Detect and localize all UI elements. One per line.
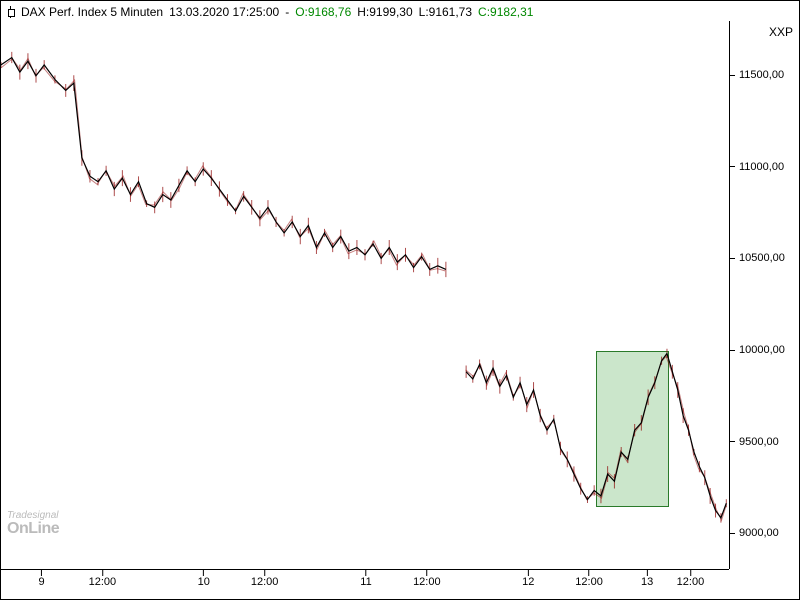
x-tick: 12:00 bbox=[251, 570, 279, 588]
low-label: L: bbox=[419, 5, 429, 19]
x-tick: 12 bbox=[522, 570, 534, 588]
open-value: 9168,76 bbox=[308, 5, 351, 19]
y-tick-label: 9000,00 bbox=[735, 527, 779, 539]
x-tick-label: 12:00 bbox=[251, 576, 279, 588]
y-tick-label: 9500,00 bbox=[735, 436, 779, 448]
y-tick: 11500,00 bbox=[729, 69, 799, 81]
open-label: O: bbox=[295, 5, 308, 19]
x-tick: 9 bbox=[38, 570, 44, 588]
x-tick-label: 13 bbox=[641, 576, 653, 588]
chart-container: DAX Perf. Index 5 Minuten 13.03.2020 17:… bbox=[0, 0, 800, 600]
low-value: 9161,73 bbox=[429, 5, 472, 19]
chart-header: DAX Perf. Index 5 Minuten 13.03.2020 17:… bbox=[7, 5, 533, 19]
x-tick: 10 bbox=[198, 570, 210, 588]
y-tick: 10500,00 bbox=[729, 252, 799, 264]
close-group: C:9182,31 bbox=[478, 5, 533, 19]
x-axis: 9 12:00 10 12:00 11 12:00 12 12:00 13 12:00 bbox=[1, 569, 729, 599]
x-tick: 12:00 bbox=[89, 570, 117, 588]
x-tick: 13 bbox=[641, 570, 653, 588]
x-tick: 12:00 bbox=[677, 570, 705, 588]
logo-brand: OnLine bbox=[7, 521, 59, 537]
x-tick-label: 10 bbox=[198, 576, 210, 588]
y-tick: 10000,00 bbox=[729, 344, 799, 356]
candlestick-icon bbox=[7, 6, 15, 18]
x-tick: 12:00 bbox=[413, 570, 441, 588]
high-value: 9199,30 bbox=[369, 5, 412, 19]
y-tick-label: 11500,00 bbox=[735, 69, 784, 81]
x-tick-label: 12:00 bbox=[677, 576, 705, 588]
y-tick: 9500,00 bbox=[729, 436, 799, 448]
plot-area[interactable]: Tradesignal OnLine bbox=[1, 21, 729, 569]
y-axis-top-label: XXP bbox=[769, 25, 793, 39]
y-tick: 11000,00 bbox=[729, 161, 799, 173]
x-tick-label: 12 bbox=[522, 576, 534, 588]
x-tick-label: 12:00 bbox=[413, 576, 441, 588]
header-dash: - bbox=[285, 5, 289, 19]
high-group: H:9199,30 bbox=[357, 5, 412, 19]
chart-datetime: 13.03.2020 17:25:00 bbox=[169, 5, 279, 19]
low-group: L:9161,73 bbox=[419, 5, 472, 19]
y-tick-label: 10000,00 bbox=[735, 344, 785, 356]
y-tick-label: 11000,00 bbox=[735, 161, 784, 173]
price-series bbox=[1, 21, 729, 569]
open-group: O:9168,76 bbox=[295, 5, 351, 19]
x-tick: 12:00 bbox=[575, 570, 603, 588]
high-label: H: bbox=[357, 5, 369, 19]
y-tick: 9000,00 bbox=[729, 527, 799, 539]
x-tick-label: 11 bbox=[360, 576, 371, 588]
x-tick-label: 12:00 bbox=[89, 576, 117, 588]
watermark-logo: Tradesignal OnLine bbox=[7, 511, 59, 537]
x-tick: 11 bbox=[360, 570, 371, 588]
y-tick-label: 10500,00 bbox=[735, 252, 785, 264]
close-label: C: bbox=[478, 5, 490, 19]
x-tick-label: 9 bbox=[38, 576, 44, 588]
close-value: 9182,31 bbox=[490, 5, 533, 19]
y-axis: XXP 11500,00 11000,00 10500,00 10000,00 9500… bbox=[729, 21, 799, 569]
chart-title: DAX Perf. Index 5 Minuten bbox=[21, 5, 163, 19]
x-tick-label: 12:00 bbox=[575, 576, 603, 588]
